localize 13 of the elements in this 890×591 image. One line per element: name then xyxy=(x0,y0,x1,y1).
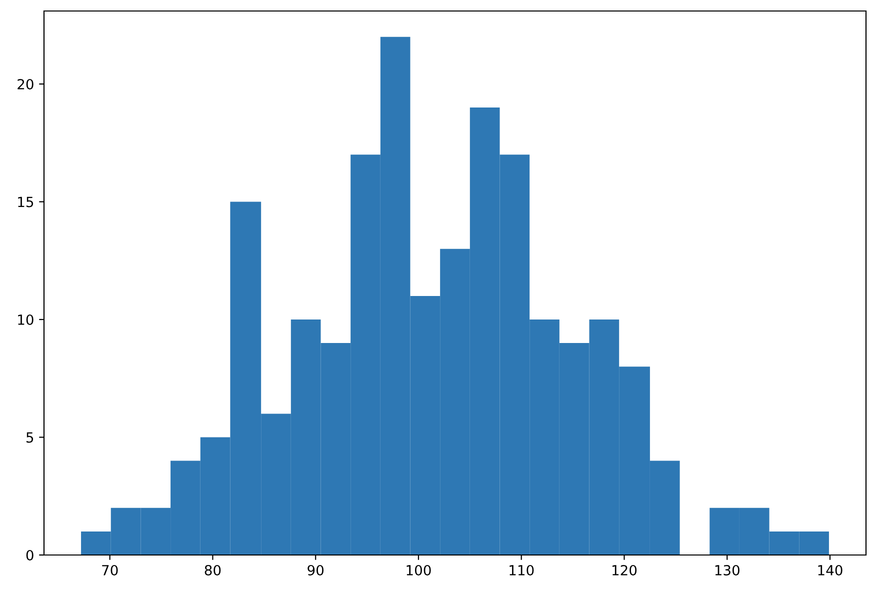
x-tick-label: 70 xyxy=(102,564,118,576)
x-tick-label: 130 xyxy=(715,564,740,576)
y-tick-label: 0 xyxy=(26,550,34,560)
x-tick-label: 80 xyxy=(204,564,221,576)
x-tick-label: 120 xyxy=(612,564,637,576)
y-tick-label: 10 xyxy=(18,314,34,325)
y-tick-label: 20 xyxy=(18,78,34,90)
x-tick-label: 110 xyxy=(510,564,534,576)
x-tick-label: 90 xyxy=(308,564,324,576)
x-tick-label: 140 xyxy=(818,564,842,576)
y-tick-label: 15 xyxy=(18,196,34,208)
y-tick-label: 5 xyxy=(26,432,34,443)
x-tick-label: 100 xyxy=(406,564,431,576)
